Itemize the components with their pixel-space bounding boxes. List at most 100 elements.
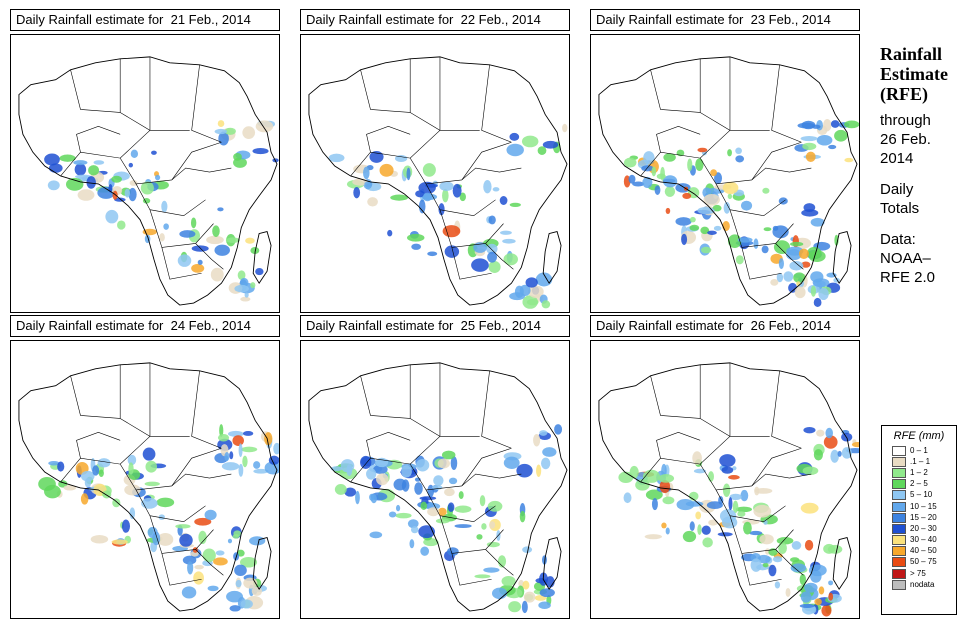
legend-label: 30 – 40 — [910, 535, 937, 545]
through-date-line: 26 Feb. — [880, 131, 931, 148]
rainfall-patch — [410, 526, 419, 534]
rainfall-patch — [73, 160, 88, 166]
rainfall-patch — [175, 524, 191, 529]
africa-coastline — [18, 56, 278, 306]
rainfall-patch — [483, 180, 492, 194]
rainfall-patch — [722, 483, 731, 497]
rainfall-patch — [800, 502, 819, 514]
rainfall-patch — [740, 489, 749, 502]
rainfall-patch — [273, 442, 279, 455]
rainfall-patch — [542, 140, 559, 149]
rainfall-patch — [519, 510, 526, 523]
rainfall-patch — [793, 272, 806, 283]
rainfall-patch — [156, 497, 175, 508]
madagascar-coastline — [252, 537, 272, 591]
rainfall-patch — [702, 537, 713, 548]
rainfall-patch — [712, 204, 722, 212]
rainfall-patch — [718, 495, 724, 505]
rainfall-patch — [651, 166, 657, 177]
country-border — [650, 69, 701, 113]
rainfall-patch — [328, 153, 345, 163]
rainfall-patch — [250, 282, 256, 289]
rainfall-patch — [142, 447, 156, 461]
legend-item: 50 – 75 — [892, 557, 956, 568]
rainfall-patch — [729, 493, 742, 501]
rainfall-patch — [810, 285, 817, 297]
rainfall-patch — [244, 292, 249, 298]
country-border — [360, 375, 411, 419]
rainfall-patch — [344, 487, 357, 497]
rainfall-patch — [798, 248, 809, 259]
rainfall-patch — [105, 209, 119, 224]
rainfall-patch — [128, 462, 134, 475]
country-border — [119, 141, 222, 185]
rainfall-patch — [111, 539, 128, 545]
rainfall-patch — [719, 454, 736, 467]
country-border — [729, 209, 794, 248]
rainfall-patch — [435, 518, 450, 524]
rainfall-patch — [483, 567, 500, 573]
rainfall-patch — [190, 551, 199, 557]
rainfall-patch — [48, 460, 60, 466]
country-border — [485, 549, 514, 576]
rainfall-patch — [727, 149, 732, 157]
rainfall-patch — [474, 574, 491, 579]
rainfall-patch — [242, 126, 256, 139]
rainfall-map-panel-5: Daily Rainfall estimate for 25 Feb., 201… — [300, 315, 572, 619]
legend-title: RFE (mm) — [893, 430, 945, 442]
rainfall-patch — [439, 181, 454, 192]
rainfall-patch — [713, 225, 722, 231]
rainfall-patch — [834, 234, 839, 246]
rainfall-patch — [753, 504, 772, 518]
country-border — [699, 58, 731, 131]
country-border — [771, 64, 802, 143]
country-border — [171, 473, 232, 487]
rainfall-patch — [701, 525, 711, 535]
rainfall-patch — [476, 534, 483, 540]
rainfall-patch — [509, 292, 526, 301]
country-border — [485, 243, 514, 270]
rainfall-patch — [63, 484, 77, 491]
rainfall-patch — [191, 263, 205, 273]
rainfall-patch — [536, 464, 542, 478]
rainfall-patch — [418, 199, 426, 214]
rainfall-patch — [753, 238, 759, 249]
rainfall-patch — [245, 237, 255, 244]
rainfall-patch — [722, 181, 739, 195]
legend-item: 15 – 20 — [892, 512, 956, 523]
rainfall-patch — [790, 563, 807, 573]
rainfall-patch — [187, 561, 194, 575]
rainfall-patch — [813, 297, 822, 308]
rainfall-patch — [632, 181, 645, 187]
rainfall-patch — [147, 526, 158, 538]
rainfall-patch — [407, 519, 419, 529]
rainfall-patch — [486, 541, 500, 548]
rainfall-patch — [47, 180, 60, 191]
rainfall-patch — [93, 160, 105, 165]
rainfall-patch — [754, 486, 760, 496]
rainfall-patch — [825, 427, 833, 439]
rainfall-patch — [844, 157, 854, 163]
rainfall-patch — [735, 147, 742, 155]
rainfall-patch — [801, 120, 816, 130]
rainfall-patch — [409, 539, 415, 549]
rainfall-patch — [737, 237, 753, 243]
rainfall-patch — [662, 496, 675, 505]
legend-swatch — [892, 523, 906, 534]
rainfall-patch — [816, 429, 825, 437]
rainfall-patch — [804, 539, 814, 551]
rainfall-patch — [635, 479, 650, 491]
rainfall-patch — [521, 600, 528, 614]
rainfall-patch — [538, 601, 551, 610]
rainfall-patch — [813, 449, 823, 461]
rainfall-patch — [448, 477, 458, 485]
rainfall-patch — [217, 120, 225, 128]
rainfall-patch — [834, 129, 848, 142]
legend-label: nodata — [910, 579, 935, 589]
legend-label: 1 – 2 — [910, 467, 928, 477]
rainfall-patch — [240, 599, 253, 609]
rainfall-patch — [217, 207, 224, 212]
rainfall-patch — [360, 455, 372, 469]
rainfall-patch — [420, 546, 430, 556]
rainfall-patch — [721, 516, 738, 529]
